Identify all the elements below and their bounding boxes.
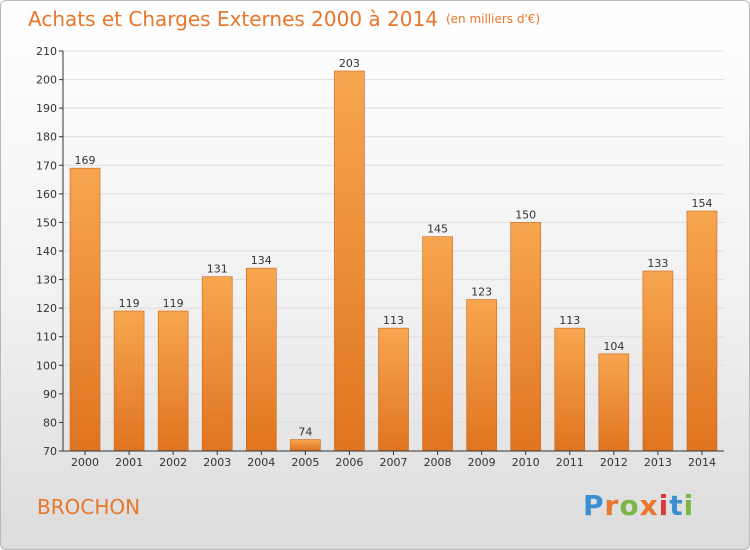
x-tick-label: 2003 — [203, 456, 231, 469]
data-label: 134 — [251, 254, 272, 267]
x-tick-label: 2004 — [247, 456, 275, 469]
data-label: 154 — [691, 197, 712, 210]
data-label: 150 — [515, 208, 536, 221]
y-tick-label: 70 — [43, 445, 57, 458]
chart-frame: Achats et Charges Externes 2000 à 2014(e… — [0, 0, 750, 550]
x-tick-label: 2005 — [291, 456, 319, 469]
data-label: 113 — [383, 314, 404, 327]
data-label: 119 — [163, 297, 184, 310]
bar — [467, 300, 497, 451]
y-tick-label: 100 — [36, 359, 57, 372]
data-label: 74 — [298, 426, 312, 439]
y-tick-label: 90 — [43, 388, 57, 401]
bar — [643, 271, 673, 451]
bar — [423, 237, 453, 451]
y-tick-label: 80 — [43, 416, 57, 429]
x-tick-label: 2002 — [159, 456, 187, 469]
y-tick-label: 130 — [36, 274, 57, 287]
y-tick-label: 150 — [36, 216, 57, 229]
bar — [158, 311, 188, 451]
logo-letter: i — [684, 489, 695, 522]
bar-chart: 7080901001101201301401501601701801902002… — [1, 1, 749, 549]
x-tick-label: 2014 — [688, 456, 716, 469]
bar — [334, 71, 364, 451]
bar — [114, 311, 144, 451]
data-label: 119 — [119, 297, 140, 310]
y-tick-label: 190 — [36, 102, 57, 115]
bar — [687, 211, 717, 451]
x-tick-label: 2000 — [71, 456, 99, 469]
bar — [290, 440, 320, 451]
x-tick-label: 2008 — [424, 456, 452, 469]
logo-letter: t — [669, 489, 683, 522]
y-tick-label: 140 — [36, 245, 57, 258]
y-tick-label: 210 — [36, 45, 57, 58]
y-tick-label: 170 — [36, 159, 57, 172]
y-tick-label: 110 — [36, 331, 57, 344]
x-tick-label: 2010 — [512, 456, 540, 469]
y-tick-label: 160 — [36, 188, 57, 201]
y-tick-label: 200 — [36, 74, 57, 87]
data-label: 131 — [207, 263, 228, 276]
x-tick-label: 2009 — [468, 456, 496, 469]
x-tick-label: 2011 — [556, 456, 584, 469]
logo-letter: P — [583, 489, 605, 522]
y-tick-label: 180 — [36, 131, 57, 144]
bar — [70, 168, 100, 451]
logo-letter: x — [640, 489, 659, 522]
data-label: 123 — [471, 286, 492, 299]
x-tick-label: 2007 — [380, 456, 408, 469]
x-tick-label: 2006 — [335, 456, 363, 469]
bar — [599, 354, 629, 451]
logo-letter: i — [659, 489, 670, 522]
proxiti-logo: Proxiti — [583, 489, 694, 522]
commune-name: BROCHON — [37, 495, 140, 519]
y-tick-label: 120 — [36, 302, 57, 315]
logo-letter: r — [605, 489, 620, 522]
bar — [555, 328, 585, 451]
data-label: 203 — [339, 57, 360, 70]
data-label: 169 — [75, 154, 96, 167]
data-label: 104 — [603, 340, 624, 353]
bar — [246, 268, 276, 451]
x-tick-label: 2013 — [644, 456, 672, 469]
logo-letter: o — [619, 489, 639, 522]
data-label: 113 — [559, 314, 580, 327]
x-tick-label: 2012 — [600, 456, 628, 469]
bar — [511, 222, 541, 451]
data-label: 133 — [647, 257, 668, 270]
data-label: 145 — [427, 223, 448, 236]
x-tick-label: 2001 — [115, 456, 143, 469]
bar — [379, 328, 409, 451]
bar — [202, 277, 232, 451]
